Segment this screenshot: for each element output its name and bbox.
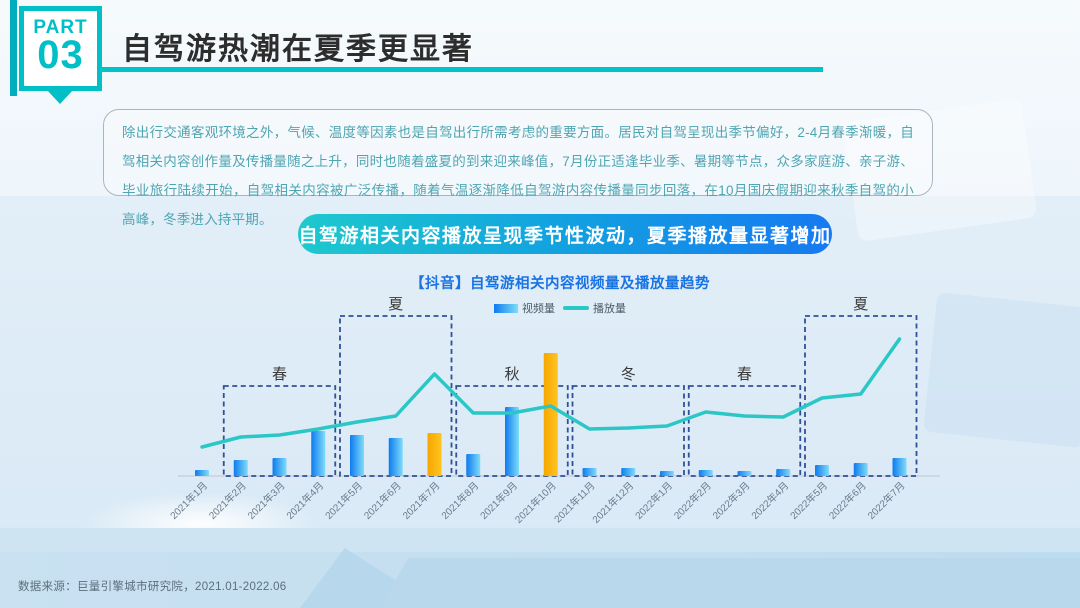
highlight-banner: 自驾游相关内容播放呈现季节性波动，夏季播放量显著增加: [298, 214, 832, 254]
x-tick-label: 2022年1月: [632, 479, 675, 522]
x-tick-label: 2022年5月: [787, 479, 830, 522]
season-label-春: 春: [272, 366, 287, 383]
legend-bar-swatch: [494, 303, 518, 313]
x-tick-label: 2021年9月: [477, 479, 520, 522]
x-tick-label: 2021年8月: [438, 479, 481, 522]
season-label-冬: 冬: [621, 366, 636, 383]
left-accent-strip: [10, 0, 17, 96]
bar-2021年12月: [621, 468, 636, 476]
x-tick-label: 2022年3月: [710, 479, 753, 522]
bar-2022年2月: [698, 470, 713, 476]
x-tick-label: 2022年2月: [671, 479, 714, 522]
chart-legend: 视频量 播放量: [150, 300, 970, 316]
legend-line-label: 播放量: [593, 303, 626, 315]
part-badge-pointer: [47, 90, 73, 104]
bar-2022年7月: [892, 458, 907, 476]
title-underline: [100, 67, 823, 72]
bar-2021年2月: [233, 460, 248, 476]
bar-2022年4月: [776, 469, 791, 476]
x-tick-label: 2021年6月: [361, 479, 404, 522]
x-tick-label: 2021年12月: [589, 479, 636, 526]
x-tick-label: 2021年2月: [206, 479, 249, 522]
season-label-夏: 夏: [388, 296, 403, 313]
x-tick-label: 2021年4月: [283, 479, 326, 522]
bar-2021年3月: [272, 458, 287, 476]
legend-bar-label: 视频量: [522, 303, 555, 315]
season-box-冬: [571, 385, 685, 477]
bg-bottom-right-band: [380, 558, 1080, 608]
bar-2022年1月: [660, 471, 674, 476]
bar-2022年3月: [737, 471, 752, 476]
legend-item-plays: 播放量: [563, 300, 626, 316]
x-tick-label: 2021年3月: [245, 479, 288, 522]
part-badge: PART 03: [19, 6, 102, 91]
legend-line-swatch: [563, 306, 589, 310]
x-tick-label: 2021年5月: [322, 479, 365, 522]
part-label: PART: [33, 17, 88, 38]
x-tick-label: 2021年10月: [512, 479, 559, 526]
trend-chart: 春 夏秋 冬 春 夏 2021年1月 2021年2月 2021年3月 2021年4月 2021年5…: [150, 292, 970, 542]
x-tick-label: 2022年6月: [826, 479, 869, 522]
x-tick-label: 2021年1月: [167, 479, 210, 522]
intro-box: 除出行交通客观环境之外，气候、温度等因素也是自驾出行所需考虑的重要方面。居民对自…: [103, 109, 933, 227]
page-title: 自驾游热潮在夏季更显著: [122, 33, 474, 66]
part-number: 03: [37, 33, 84, 77]
legend-item-videos: 视频量: [494, 300, 555, 316]
bar-2021年11月: [582, 468, 597, 476]
season-label-秋: 秋: [504, 366, 519, 383]
bar-2021年10月: [543, 353, 558, 476]
season-label-夏: 夏: [853, 296, 868, 313]
bar-2021年5月: [350, 435, 364, 476]
season-box-春: [687, 385, 802, 477]
highlight-banner-text: 自驾游相关内容播放呈现季节性波动，夏季播放量显著增加: [298, 225, 832, 247]
intro-text: 除出行交通客观环境之外，气候、温度等因素也是自驾出行所需考虑的重要方面。居民对自…: [122, 125, 914, 227]
season-label-春: 春: [737, 366, 752, 383]
bar-2021年9月: [505, 407, 519, 476]
x-tick-label: 2022年7月: [865, 479, 908, 522]
bar-2021年7月: [427, 433, 442, 476]
bar-2021年1月: [195, 470, 209, 476]
bar-2022年5月: [815, 465, 829, 476]
bar-2022年6月: [853, 463, 868, 476]
bar-2021年8月: [466, 454, 481, 476]
bar-2021年6月: [388, 438, 403, 476]
play-volume-line: [200, 337, 902, 449]
data-source: 数据来源：巨量引擎城市研究院，2021.01-2022.06: [18, 581, 287, 593]
x-tick-label: 2022年4月: [748, 479, 791, 522]
x-tick-label: 2021年7月: [400, 479, 443, 522]
bar-2021年4月: [311, 431, 326, 476]
chart-title: 【抖音】自驾游相关内容视频量及播放量趋势: [410, 276, 710, 292]
